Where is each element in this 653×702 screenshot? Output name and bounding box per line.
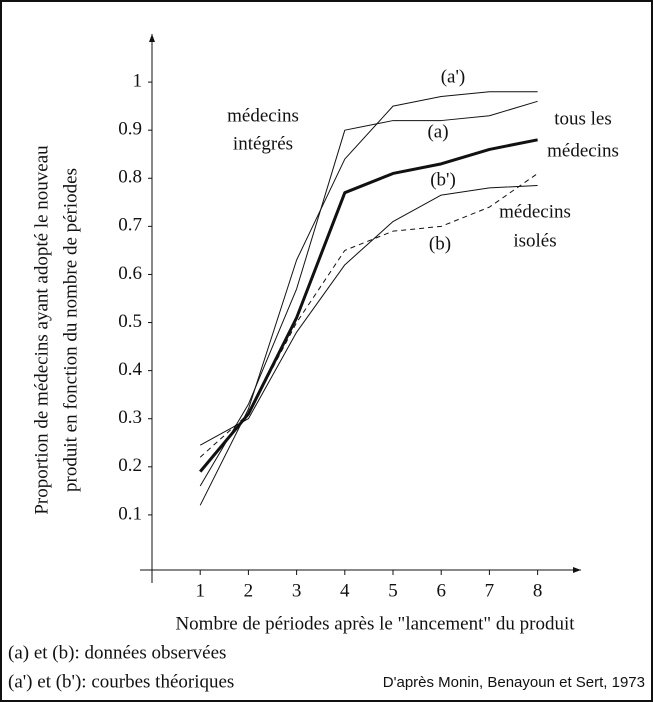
- series-line: [199, 173, 538, 458]
- x-tick-label: 8: [533, 580, 543, 601]
- y-tick-label: 0.3: [118, 407, 142, 428]
- y-axis-label: produit en fonction du nombre de période…: [60, 168, 81, 492]
- annotation: médecins: [227, 105, 299, 126]
- annotation: (a): [427, 121, 448, 142]
- x-tick-label: 4: [340, 580, 350, 601]
- y-tick-label: 0.8: [118, 167, 142, 188]
- y-axis-arrow: [149, 34, 155, 42]
- series-line: [199, 91, 538, 506]
- series-line: [199, 100, 538, 487]
- x-tick-label: 7: [485, 580, 495, 601]
- x-tick-label: 5: [388, 580, 398, 601]
- x-tick-label: 2: [244, 580, 254, 601]
- annotation: isolés: [513, 230, 556, 251]
- series-line: [199, 184, 538, 446]
- y-tick-label: 0.9: [118, 119, 142, 140]
- annotation: (b): [429, 233, 451, 254]
- x-tick-label: 6: [436, 580, 446, 601]
- x-tick-label: 1: [195, 580, 205, 601]
- source: D'après Monin, Benayoun et Sert, 1973: [383, 674, 645, 691]
- y-tick-label: 0.1: [118, 503, 142, 524]
- annotation: intégrés: [233, 133, 293, 154]
- x-axis-arrow: [573, 567, 581, 573]
- annotation: tous les: [554, 108, 612, 129]
- series-line: [199, 138, 538, 473]
- y-tick-label: 0.7: [118, 215, 142, 236]
- note: (a') et (b'): courbes théoriques: [8, 671, 234, 692]
- x-tick-label: 3: [292, 580, 302, 601]
- y-tick-label: 0.2: [118, 455, 142, 476]
- annotation: médecins: [499, 201, 571, 222]
- x-axis-label: Nombre de périodes après le "lancement" …: [175, 613, 575, 634]
- y-tick-label: 1: [133, 70, 143, 91]
- y-axis-label: Proportion de médecins ayant adopté le n…: [31, 145, 52, 515]
- annotation: (a'): [441, 66, 466, 87]
- y-tick-label: 0.4: [118, 359, 142, 380]
- annotation: (b'): [430, 169, 456, 190]
- y-tick-label: 0.5: [118, 311, 142, 332]
- note: (a) et (b): données observées: [8, 642, 226, 663]
- annotation: médecins: [547, 140, 619, 161]
- y-tick-label: 0.6: [118, 263, 142, 284]
